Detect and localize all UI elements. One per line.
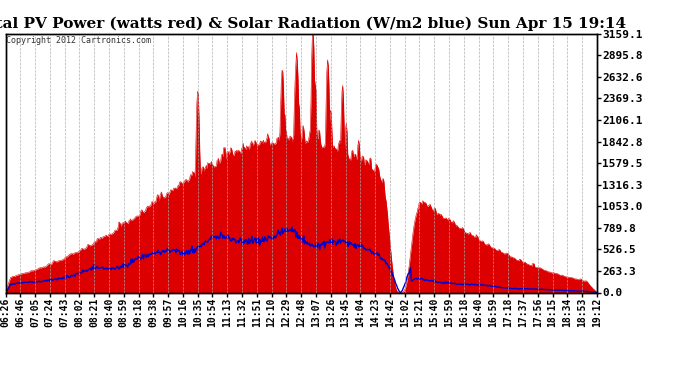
Title: Total PV Power (watts red) & Solar Radiation (W/m2 blue) Sun Apr 15 19:14: Total PV Power (watts red) & Solar Radia… <box>0 17 627 31</box>
Text: Copyright 2012 Cartronics.com: Copyright 2012 Cartronics.com <box>6 36 151 45</box>
